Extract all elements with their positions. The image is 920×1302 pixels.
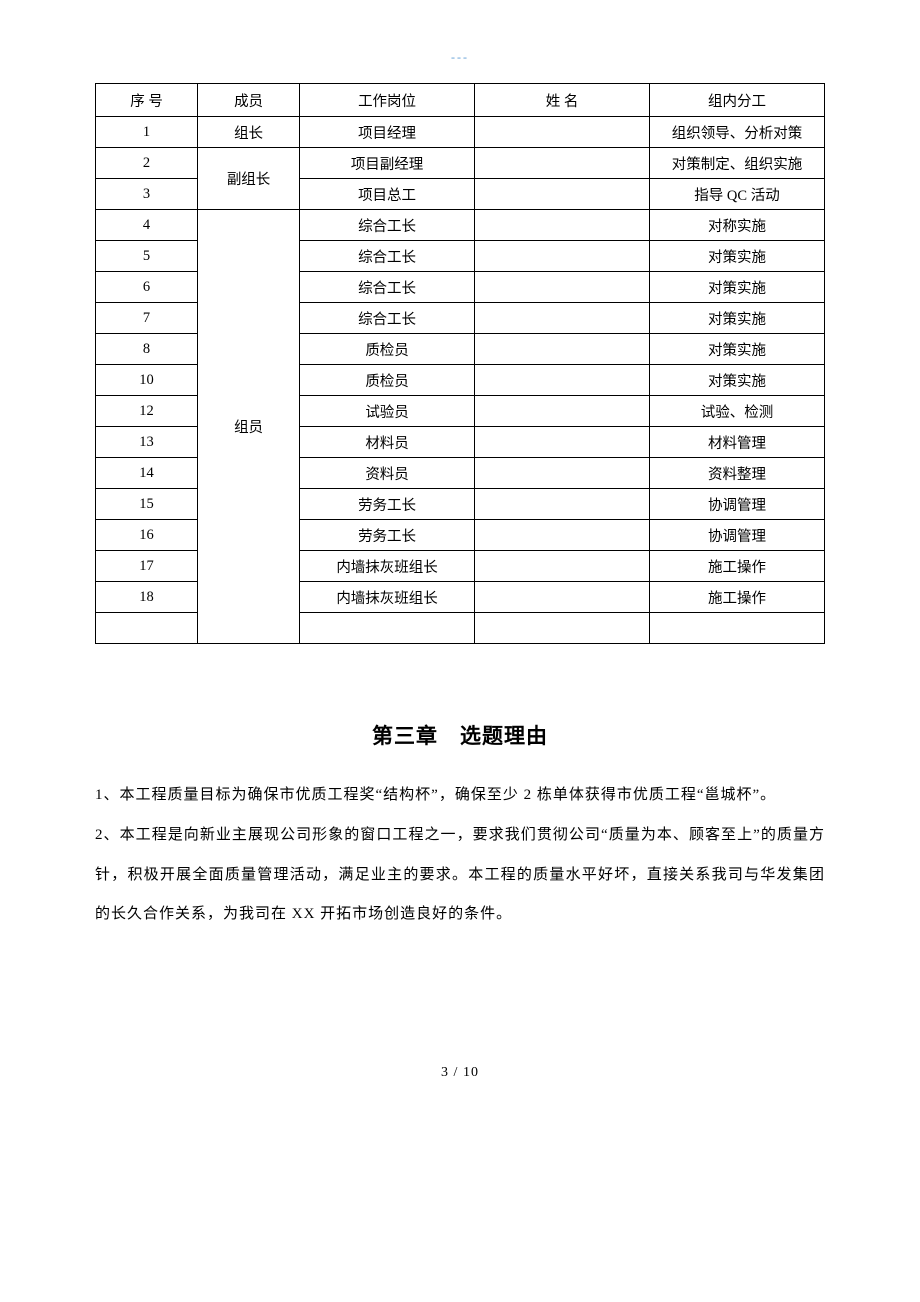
cell-name: [475, 272, 650, 303]
cell-job: 项目总工: [300, 179, 475, 210]
cell-job: 综合工长: [300, 210, 475, 241]
table-row: 1组长项目经理 组织领导、分析对策: [96, 117, 825, 148]
col-header-role: 成员: [198, 84, 300, 117]
cell-seq: 2: [96, 148, 198, 179]
paragraph: 2、本工程是向新业主展现公司形象的窗口工程之一，要求我们贯彻公司“质量为本、顾客…: [95, 816, 825, 935]
cell-name: [475, 582, 650, 613]
cell-seq: 18: [96, 582, 198, 613]
cell-name: [475, 303, 650, 334]
cell-role: 组长: [198, 117, 300, 148]
cell-name: [475, 179, 650, 210]
cell-duty: [650, 613, 825, 644]
table-header-row: 序 号 成员 工作岗位 姓 名 组内分工: [96, 84, 825, 117]
cell-name: [475, 427, 650, 458]
cell-job: 试验员: [300, 396, 475, 427]
cell-name: [475, 241, 650, 272]
cell-seq: 1: [96, 117, 198, 148]
cell-seq: 16: [96, 520, 198, 551]
cell-role: 组员: [198, 210, 300, 644]
cell-duty: 对策实施: [650, 334, 825, 365]
header-mark: ---: [95, 50, 825, 65]
cell-duty: 对策实施: [650, 365, 825, 396]
cell-duty: 协调管理: [650, 489, 825, 520]
cell-name: [475, 551, 650, 582]
table-row: 4组员综合工长对称实施: [96, 210, 825, 241]
cell-job: 质检员: [300, 365, 475, 396]
cell-duty: 对策制定、组织实施: [650, 148, 825, 179]
cell-duty: 指导 QC 活动: [650, 179, 825, 210]
cell-name: [475, 334, 650, 365]
cell-job: 内墙抹灰班组长: [300, 582, 475, 613]
cell-name: [475, 117, 650, 148]
cell-seq: 13: [96, 427, 198, 458]
cell-name: [475, 613, 650, 644]
col-header-duty: 组内分工: [650, 84, 825, 117]
chapter-title: 第三章选题理由: [95, 720, 825, 750]
cell-seq: 8: [96, 334, 198, 365]
cell-duty: 施工操作: [650, 551, 825, 582]
cell-seq: 15: [96, 489, 198, 520]
cell-seq: 10: [96, 365, 198, 396]
page-footer: 3 / 10: [95, 1065, 825, 1081]
cell-name: [475, 458, 650, 489]
cell-name: [475, 396, 650, 427]
cell-seq: 17: [96, 551, 198, 582]
body-text: 1、本工程质量目标为确保市优质工程奖“结构杯”，确保至少 2 栋单体获得市优质工…: [95, 776, 825, 935]
chapter-name: 选题理由: [460, 725, 548, 748]
col-header-job: 工作岗位: [300, 84, 475, 117]
cell-job: 综合工长: [300, 272, 475, 303]
cell-duty: 对策实施: [650, 272, 825, 303]
cell-seq: 6: [96, 272, 198, 303]
cell-job: [300, 613, 475, 644]
cell-seq: 7: [96, 303, 198, 334]
page-current: 3: [441, 1065, 449, 1080]
cell-duty: 协调管理: [650, 520, 825, 551]
cell-duty: 对策实施: [650, 241, 825, 272]
cell-name: [475, 520, 650, 551]
cell-job: 资料员: [300, 458, 475, 489]
cell-role: 副组长: [198, 148, 300, 210]
paragraph: 1、本工程质量目标为确保市优质工程奖“结构杯”，确保至少 2 栋单体获得市优质工…: [95, 776, 825, 816]
cell-job: 项目副经理: [300, 148, 475, 179]
page-total: 10: [463, 1065, 479, 1080]
cell-name: [475, 489, 650, 520]
cell-job: 材料员: [300, 427, 475, 458]
cell-duty: 材料管理: [650, 427, 825, 458]
cell-seq: 3: [96, 179, 198, 210]
col-header-name: 姓 名: [475, 84, 650, 117]
cell-job: 质检员: [300, 334, 475, 365]
cell-job: 综合工长: [300, 303, 475, 334]
cell-seq: [96, 613, 198, 644]
cell-job: 劳务工长: [300, 520, 475, 551]
cell-seq: 5: [96, 241, 198, 272]
cell-job: 内墙抹灰班组长: [300, 551, 475, 582]
cell-duty: 组织领导、分析对策: [650, 117, 825, 148]
col-header-seq: 序 号: [96, 84, 198, 117]
cell-duty: 试验、检测: [650, 396, 825, 427]
cell-job: 综合工长: [300, 241, 475, 272]
cell-seq: 12: [96, 396, 198, 427]
cell-name: [475, 148, 650, 179]
cell-seq: 14: [96, 458, 198, 489]
cell-name: [475, 210, 650, 241]
cell-seq: 4: [96, 210, 198, 241]
cell-job: 劳务工长: [300, 489, 475, 520]
cell-duty: 对策实施: [650, 303, 825, 334]
cell-job: 项目经理: [300, 117, 475, 148]
cell-duty: 资料整理: [650, 458, 825, 489]
cell-name: [475, 365, 650, 396]
table-body: 1组长项目经理 组织领导、分析对策 2副组长项目副经理 对策制定、组织实施 3 项目总工 指…: [96, 117, 825, 644]
table-row: 2副组长项目副经理对策制定、组织实施: [96, 148, 825, 179]
cell-duty: 施工操作: [650, 582, 825, 613]
chapter-prefix: 第三章: [372, 725, 438, 748]
cell-duty: 对称实施: [650, 210, 825, 241]
page-separator: /: [449, 1065, 463, 1080]
members-table: 序 号 成员 工作岗位 姓 名 组内分工 1组长项目经理 组织领导、分析对策 2副组…: [95, 83, 825, 644]
